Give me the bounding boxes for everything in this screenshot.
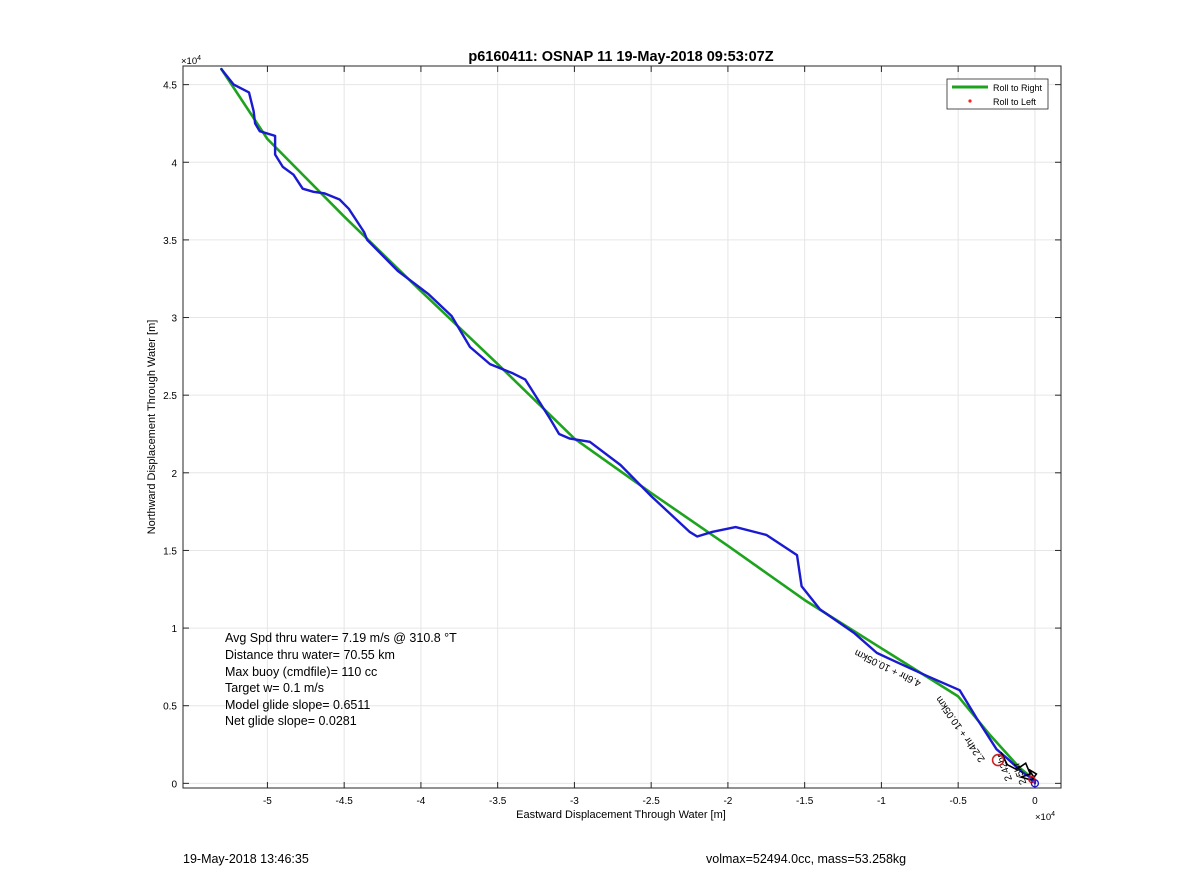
origin-marker-blue [1030,779,1040,788]
y-tick-label: 3 [171,314,177,325]
footer-volmax-mass: volmax=52494.0cc, mass=53.258kg [706,852,907,866]
y-tick-label: 3.5 [163,236,177,247]
y-tick-label: 0 [171,779,177,790]
x-tick-label: -3 [570,796,579,807]
legend-roll-right-label: Roll to Right [993,83,1043,93]
annotation-target-w: Target w= 0.1 m/s [225,681,324,695]
annotation-model-glide-slope: Model glide slope= 0.6511 [225,698,370,712]
legend: Roll to Right Roll to Left [946,78,1049,110]
series-layer [220,67,1038,785]
annotation-max-buoy: Max buoy (cmdfile)= 110 cc [225,665,377,679]
chart-title: p6160411: OSNAP 11 19-May-2018 09:53:07Z [468,49,773,65]
stats-annotations: Avg Spd thru water= 7.19 m/s @ 310.8 °T … [225,631,457,728]
y-tick-label: 4.5 [163,81,177,92]
y-tick-label: 4 [171,158,177,169]
series-dive-cluster [1000,751,1038,782]
axes-box [182,65,1062,789]
x-tick-label: -4.5 [336,796,354,807]
legend-box [946,78,1049,110]
footer-timestamp: 19-May-2018 13:46:35 [183,852,309,866]
series-glider-track [220,67,1037,785]
legend-roll-left-label: Roll to Left [993,97,1037,107]
x-tick-label: -2 [723,796,732,807]
surfacing-markers [991,753,1040,788]
legend-roll-left-swatch [968,99,972,103]
x-axis-ticks: -5 -4.5 -4 -3.5 -3 -2.5 -2 -1.5 -1 -0.5 0 [263,66,1038,807]
y-tick-label: 1.5 [163,546,177,557]
annotation-avg-speed: Avg Spd thru water= 7.19 m/s @ 310.8 °T [225,631,457,645]
x-tick-label: -1.5 [796,796,814,807]
annotation-net-glide-slope: Net glide slope= 0.0281 [225,714,357,728]
grid [183,66,1061,788]
x-tick-label: -1 [877,796,886,807]
y-tick-label: 0.5 [163,702,177,713]
y-tick-label: 2.5 [163,391,177,402]
surface-marker-red [991,753,1005,767]
x-tick-label: -2.5 [643,796,661,807]
x-tick-label: -0.5 [950,796,968,807]
y-axis-ticks: 0 0.5 1 1.5 2 2.5 3 3.5 4 4.5 [163,81,1061,790]
y-axis-label: Northward Displacement Through Water [m] [146,320,158,535]
x-tick-label: -4 [416,796,425,807]
annotation-distance: Distance thru water= 70.55 km [225,648,395,662]
x-tick-label: 0 [1032,796,1038,807]
x-tick-label: -5 [263,796,272,807]
y-tick-label: 2 [171,469,177,480]
x-axis-label: Eastward Displacement Through Water [m] [516,809,726,821]
y-axis-exponent: ×104 [181,55,201,67]
x-tick-label: -3.5 [489,796,507,807]
x-axis-exponent: ×104 [1035,811,1055,823]
y-tick-label: 1 [171,624,177,635]
